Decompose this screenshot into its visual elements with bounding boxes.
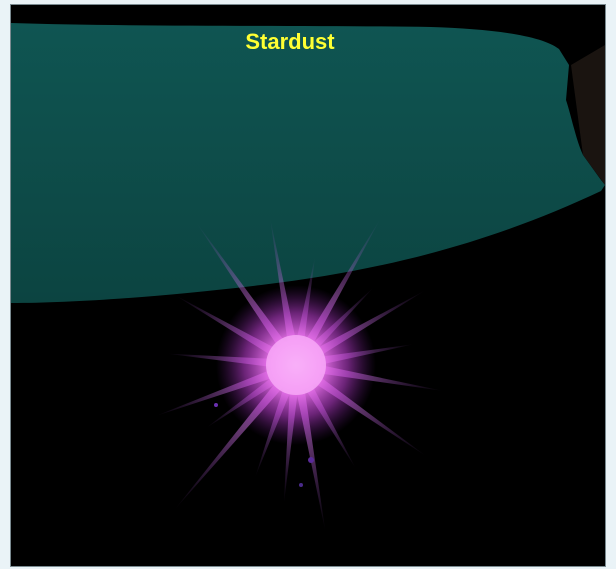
particle (308, 457, 314, 463)
particle (214, 403, 218, 407)
viewport: Stardust (10, 4, 606, 567)
space-view: Stardust (11, 5, 605, 566)
star-core (266, 335, 326, 395)
object-label: Stardust (245, 29, 335, 54)
particle (299, 483, 303, 487)
page: Stardust (() => { const data = JSON.pars… (0, 0, 616, 569)
